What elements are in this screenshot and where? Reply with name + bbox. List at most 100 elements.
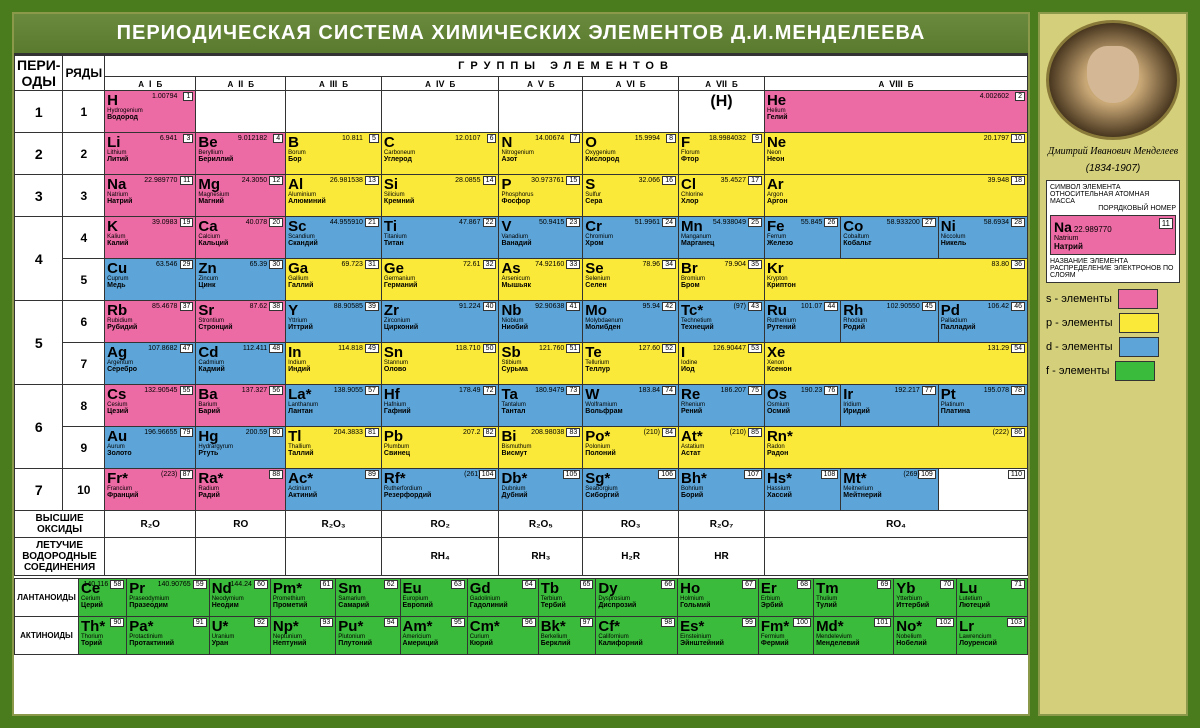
element-110: 110 [938, 469, 1027, 511]
element-B: B 5 10.811 Borum Бор [286, 133, 382, 175]
f-block-table: ЛАНТАНОИДЫ Ce 58 140.116 Cerium Церий Pr… [14, 578, 1028, 655]
element-Pr: Pr 59 140.90765 Praseodymium Празеодим [127, 579, 209, 617]
element-Cs: Cs 55 132.90545 Cesium Цезий [105, 385, 196, 427]
element-O: O 8 15.9994 Oxygenium Кислород [583, 133, 679, 175]
row-9: 9 [63, 427, 105, 469]
period-3: 3 [15, 175, 63, 217]
element-Mo: Mo 42 95.94 Molybdaenum Молибден [583, 301, 679, 343]
element-Gd: Gd 64 Gadolinium Гадолиний [467, 579, 538, 617]
element-Si: Si 14 28.0855 Silicium Кремний [381, 175, 499, 217]
element-Nd: Nd 60 144.24 Neodymium Неодим [209, 579, 270, 617]
lanthanides-label: ЛАНТАНОИДЫ [15, 579, 79, 617]
element-Ac*: Ac* 89 Actinium Актиний [286, 469, 382, 511]
table-container: ПЕРИ- ОДЫ РЯДЫ ГРУППЫ ЭЛЕМЕНТОВА I БА II… [14, 55, 1028, 714]
element-Cd: Cd 48 112.411 Cadmium Кадмий [196, 343, 286, 385]
element-Hg: Hg 80 200.59 Hydrargyrum Ртуть [196, 427, 286, 469]
row-1: 1 [63, 91, 105, 133]
row-4: 4 [63, 217, 105, 259]
element-Po*: Po* 84 (210) Polonium Полоний [583, 427, 679, 469]
legend-item: f - элементы [1046, 361, 1180, 381]
element-Sn: Sn 50 118.710 Stannum Олово [381, 343, 499, 385]
oxide-1: RO [196, 511, 286, 538]
element-P: P 15 30.973761 Phosphorus Фосфор [499, 175, 583, 217]
empty-cell [196, 91, 286, 133]
element-Ir: Ir 77 192.217 Iridium Иридий [841, 385, 939, 427]
element-Bh*: Bh* 107 Bohrium Борий [679, 469, 765, 511]
hydride-3: RH₄ [381, 538, 499, 576]
element-Mg: Mg 12 24.3050 Magnesium Магний [196, 175, 286, 217]
element-Re: Re 75 186.207 Rhenium Рений [679, 385, 765, 427]
legend-label: d - элементы [1046, 341, 1113, 353]
legend-num-label: ПОРЯДКОВЫЙ НОМЕР [1050, 205, 1176, 212]
element-Mn: Mn 25 54.938049 Manganum Марганец [679, 217, 765, 259]
sample-num: 11 [1159, 218, 1173, 229]
group-VIII: А VIII Б [764, 77, 1027, 91]
element-Bi: Bi 83 208.98038 Bismuthum Висмут [499, 427, 583, 469]
element-Lr: Lr 103 Lawrencium Лоуренсий [957, 617, 1028, 655]
element-Se: Se 34 78.96 Selenium Селен [583, 259, 679, 301]
element-Yb: Yb 70 Ytterbium Иттербий [894, 579, 957, 617]
element-Os: Os 76 190.23 Osmium Осмий [764, 385, 840, 427]
page-title: ПЕРИОДИЧЕСКАЯ СИСТЕМА ХИМИЧЕСКИХ ЭЛЕМЕНТ… [14, 14, 1028, 55]
mendeleev-name: Дмитрий Иванович Менделеев [1046, 146, 1180, 157]
legend-item: s - элементы [1046, 289, 1180, 309]
legend-list: s - элементы p - элементы d - элементы f… [1046, 289, 1180, 381]
element-Co: Co 27 58.933200 Cobaltum Кобальт [841, 217, 939, 259]
mendeleev-portrait [1046, 20, 1180, 140]
period-7: 7 [15, 469, 63, 511]
element-Sb: Sb 51 121.760 Stibium Сурьма [499, 343, 583, 385]
element-I: I 53 126.90447 Iodine Иод [679, 343, 765, 385]
element-N: N 7 14.00674 Nitrogenium Азот [499, 133, 583, 175]
element-H: H 1 1.00794 Hydrogenium Водород [105, 91, 196, 133]
oxide-6: R₂O₇ [679, 511, 765, 538]
row-8: 8 [63, 385, 105, 427]
group-II: А II Б [196, 77, 286, 91]
legend-name-label: НАЗВАНИЕ ЭЛЕМЕНТА [1050, 258, 1176, 265]
element-Np*: Np* 93 Neptunium Нептуний [270, 617, 335, 655]
legend-item: d - элементы [1046, 337, 1180, 357]
element-C: C 6 12.0107 Carboneum Углерод [381, 133, 499, 175]
element-Db*: Db* 105 Dubnium Дубний [499, 469, 583, 511]
oxide-5: RO₃ [583, 511, 679, 538]
element-Cr: Cr 24 51.9961 Chromium Хром [583, 217, 679, 259]
oxide-4: R₂O₅ [499, 511, 583, 538]
element-Au: Au 79 196.96655 Aurum Золото [105, 427, 196, 469]
element-Fr*: Fr* 87 (223) Francium Франций [105, 469, 196, 511]
empty-cell [381, 91, 499, 133]
element-Sr: Sr 38 87.62 Strontium Стронций [196, 301, 286, 343]
element-Ru: Ru 44 101.07 Ruthenium Рутений [764, 301, 840, 343]
element-Cm*: Cm* 96 Curium Кюрий [467, 617, 538, 655]
element-Be: Be 4 9.012182 Beryllium Бериллий [196, 133, 286, 175]
oxide-7: RO₄ [764, 511, 1027, 538]
main-panel: ПЕРИОДИЧЕСКАЯ СИСТЕМА ХИМИЧЕСКИХ ЭЛЕМЕНТ… [12, 12, 1030, 716]
oxides-label: ВЫСШИЕОКСИДЫ [15, 511, 105, 538]
row-2: 2 [63, 133, 105, 175]
element-Nb: Nb 41 92.90638 Niobium Ниобий [499, 301, 583, 343]
element-Al: Al 13 26.981538 Aluminium Алюминий [286, 175, 382, 217]
sample-lat: Natrium [1054, 235, 1079, 242]
sample-mass: 22.989770 [1074, 225, 1112, 234]
element-Pa*: Pa* 91 Protactinium Протактиний [127, 617, 209, 655]
element-W: W 74 183.84 Wolframium Вольфрам [583, 385, 679, 427]
element-Pb: Pb 82 207.2 Plumbum Свинец [381, 427, 499, 469]
group-VI: А VI Б [583, 77, 679, 91]
oxide-3: RO₂ [381, 511, 499, 538]
element-Ho: Ho 67 Holmium Гольмий [678, 579, 759, 617]
element-Tm: Tm 69 Thulium Тулий [814, 579, 894, 617]
placeholder-cell: (H) [679, 91, 765, 133]
period-5: 5 [15, 301, 63, 385]
element-Tc*: Tc* 43 (97) Technetium Технеций [679, 301, 765, 343]
element-Th*: Th* 90 Thorium Торий [79, 617, 127, 655]
element-K: K 19 39.0983 Kalium Калий [105, 217, 196, 259]
oxide-2: R₂O₃ [286, 511, 382, 538]
element-Eu: Eu 63 Europium Европий [400, 579, 467, 617]
hydride-0 [105, 538, 196, 576]
legend-mass-label: ОТНОСИТЕЛЬНАЯ АТОМНАЯ МАССА [1050, 191, 1176, 205]
hydride-7 [764, 538, 1027, 576]
element-Pt: Pt 78 195.078 Platinum Платина [938, 385, 1027, 427]
element-Ga: Ga 31 69.723 Gallium Галлий [286, 259, 382, 301]
element-V: V 23 50.9415 Vanadium Ванадий [499, 217, 583, 259]
element-Ca: Ca 20 40.078 Calcium Кальций [196, 217, 286, 259]
element-Er: Er 68 Erbium Эрбий [758, 579, 813, 617]
element-Cf*: Cf* 98 Californium Калифорний [596, 617, 678, 655]
